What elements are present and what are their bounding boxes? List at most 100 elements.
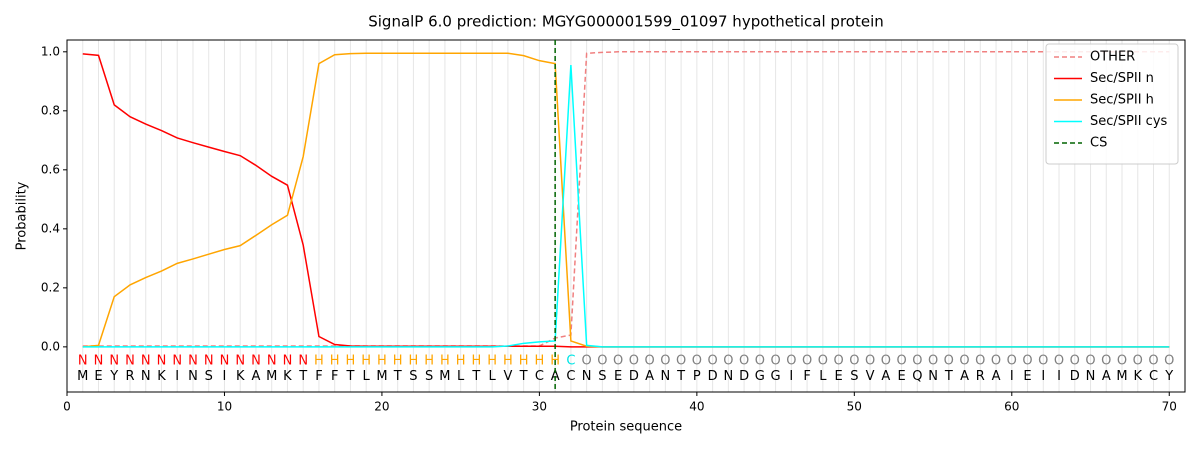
residue: D — [739, 369, 749, 384]
residue: N — [582, 369, 592, 384]
residue: M — [376, 369, 387, 384]
residue: I — [175, 369, 179, 384]
region-label: N — [204, 354, 214, 369]
residue: N — [928, 369, 938, 384]
legend-box — [1045, 43, 1179, 165]
residue: A — [252, 369, 261, 384]
residue: K — [157, 369, 166, 384]
region-label: O — [1133, 354, 1143, 369]
region-label: O — [723, 354, 733, 369]
region-label: O — [613, 354, 623, 369]
region-label: O — [802, 354, 812, 369]
region-label: O — [739, 354, 749, 369]
region-label: H — [330, 354, 340, 369]
y-tick-label: 0.2 — [41, 280, 60, 294]
x-tick-label: 60 — [1004, 400, 1019, 414]
legend-label: OTHER — [1090, 50, 1135, 65]
residue: Y — [109, 369, 118, 384]
region-label: N — [109, 354, 119, 369]
residue: T — [345, 369, 354, 384]
series-line — [82, 51, 1170, 347]
legend-label: Sec/SPII h — [1090, 93, 1154, 108]
residue: K — [283, 369, 292, 384]
region-label: H — [456, 354, 466, 369]
region-label: O — [1038, 354, 1048, 369]
region-label: O — [1085, 354, 1095, 369]
region-label: O — [1070, 354, 1080, 369]
residue: E — [614, 369, 622, 384]
residue: T — [393, 369, 402, 384]
region-label: H — [535, 354, 545, 369]
region-label: O — [755, 354, 765, 369]
region-label: N — [220, 354, 230, 369]
residue: L — [363, 369, 371, 384]
y-tick-label: 0.0 — [41, 339, 60, 353]
region-label: O — [896, 354, 906, 369]
residue: M — [77, 369, 88, 384]
region-label: N — [157, 354, 167, 369]
residue: I — [789, 369, 793, 384]
residue: M — [266, 369, 277, 384]
residue: G — [755, 369, 765, 384]
region-label: O — [597, 354, 607, 369]
plot-frame — [66, 39, 1186, 393]
region-label: O — [1101, 354, 1111, 369]
region-label: O — [928, 354, 938, 369]
region-label: O — [865, 354, 875, 369]
residue: K — [236, 369, 245, 384]
residue: S — [409, 369, 417, 384]
residue: T — [676, 369, 685, 384]
y-tick-label: 1.0 — [41, 44, 60, 58]
region-label: O — [833, 354, 843, 369]
residue: R — [125, 369, 134, 384]
residue: V — [866, 369, 875, 384]
region-label: H — [409, 354, 419, 369]
residue: I — [1010, 369, 1014, 384]
residue: C — [535, 369, 544, 384]
residue: L — [457, 369, 465, 384]
region-label: O — [1054, 354, 1064, 369]
region-label: N — [172, 354, 182, 369]
residue: G — [771, 369, 781, 384]
region-label: O — [707, 354, 717, 369]
x-tick-label: 0 — [63, 400, 71, 414]
region-label: N — [188, 354, 198, 369]
residue: P — [693, 369, 701, 384]
residue: C — [566, 369, 575, 384]
y-axis-label: Probability — [15, 181, 30, 250]
region-label: O — [629, 354, 639, 369]
residue: I — [1057, 369, 1061, 384]
region-label: H — [346, 354, 356, 369]
residue: T — [944, 369, 953, 384]
region-label: O — [912, 354, 922, 369]
x-tick-label: 30 — [532, 400, 547, 414]
residue: D — [708, 369, 718, 384]
region-label: H — [519, 354, 529, 369]
residue: A — [1102, 369, 1111, 384]
region-label: C — [566, 354, 575, 369]
residue: N — [188, 369, 198, 384]
residue: R — [976, 369, 985, 384]
region-label: H — [314, 354, 324, 369]
region-label: O — [991, 354, 1001, 369]
residue: V — [503, 369, 512, 384]
region-label: O — [881, 354, 891, 369]
legend-label: Sec/SPII cys — [1090, 114, 1168, 129]
residue: Y — [1164, 369, 1173, 384]
residue: N — [1086, 369, 1096, 384]
region-label: O — [1022, 354, 1032, 369]
region-label: N — [94, 354, 104, 369]
y-tick-label: 0.4 — [41, 221, 60, 235]
residue: M — [1116, 369, 1127, 384]
region-label: O — [1117, 354, 1127, 369]
x-tick-label: 50 — [847, 400, 862, 414]
residue: D — [629, 369, 639, 384]
legend-label: Sec/SPII n — [1090, 71, 1154, 86]
legend-label: CS — [1090, 136, 1107, 151]
residue: T — [471, 369, 480, 384]
region-label: N — [235, 354, 245, 369]
residue: C — [1149, 369, 1158, 384]
residue: S — [598, 369, 606, 384]
region-label: O — [676, 354, 686, 369]
